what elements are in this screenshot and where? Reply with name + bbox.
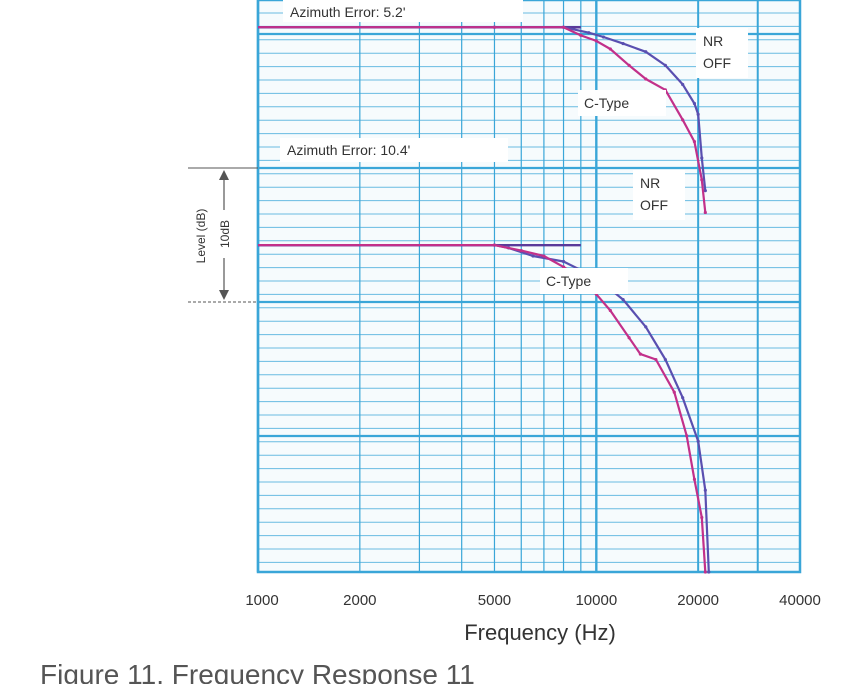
data-point: [685, 434, 689, 438]
y-scale-arrow-down: [219, 290, 229, 300]
series-line-group1-c-type: [258, 244, 707, 573]
data-point: [608, 47, 612, 51]
data-point: [663, 357, 667, 362]
annotation-bg-nr-off-top: [696, 28, 748, 78]
annotation-off-bottom-line2: OFF: [640, 197, 668, 213]
data-point: [703, 210, 707, 215]
data-point: [601, 35, 606, 39]
data-point: [644, 325, 648, 329]
annotation-ctype-bottom: C-Type: [546, 273, 591, 289]
data-point: [696, 439, 700, 443]
annotation-bg-ctype-bottom: [540, 268, 628, 294]
annotation-ctype-top: C-Type: [584, 95, 629, 111]
data-point: [681, 82, 685, 87]
data-point: [492, 25, 497, 29]
data-point: [663, 63, 667, 67]
x-tick-label: 10000: [575, 592, 617, 609]
data-point: [531, 254, 535, 258]
chart-series: [258, 25, 711, 574]
x-tick-label: 40000: [779, 592, 821, 609]
data-point: [621, 298, 625, 302]
data-point: [692, 101, 697, 106]
data-point: [587, 31, 591, 35]
plot-area-frame: [256, 0, 802, 574]
y-scale-label-bg: [215, 210, 233, 258]
data-point: [519, 248, 523, 253]
data-point: [561, 259, 566, 264]
data-point: [692, 140, 697, 144]
group-label-bg-top: [283, 0, 523, 22]
data-point: [654, 357, 658, 362]
annotation-bg-ctype-top: [578, 90, 666, 116]
data-point: [700, 178, 704, 182]
data-point: [561, 25, 566, 29]
x-tick-label: 5000: [478, 592, 511, 609]
data-point: [703, 488, 707, 492]
data-point: [561, 265, 566, 269]
y-axis-label: Level (dB): [194, 209, 208, 264]
group-label-azimuth-10-4: Azimuth Error: 10.4': [287, 142, 410, 158]
figure-caption: Figure 11. Frequency Response 11: [40, 659, 475, 684]
group-label-azimuth-5-2: Azimuth Error: 5.2': [290, 4, 406, 20]
y-scale-value: 10dB: [218, 220, 232, 248]
data-point: [579, 33, 583, 38]
data-point: [700, 156, 704, 160]
data-point: [681, 118, 685, 122]
data-point: [644, 50, 648, 54]
data-point: [692, 477, 697, 481]
data-point: [700, 515, 704, 520]
data-point: [627, 63, 631, 67]
data-point: [696, 112, 700, 116]
x-tick-label: 20000: [677, 592, 719, 609]
data-point: [542, 254, 546, 258]
data-point: [681, 396, 685, 400]
data-point: [594, 39, 598, 43]
data-point: [627, 336, 631, 340]
y-scale-indicator: Level (dB) 10dB: [188, 167, 258, 303]
data-point: [608, 308, 612, 313]
annotation-off-top-line2: OFF: [703, 55, 731, 71]
x-axis-label: Frequency (Hz): [464, 620, 616, 645]
data-point: [672, 390, 676, 394]
data-point: [703, 189, 707, 193]
data-point: [621, 41, 625, 46]
y-scale-arrow-up: [219, 170, 229, 180]
group-label-bg-bottom: [280, 138, 508, 162]
data-point: [644, 77, 648, 81]
x-tick-label: 1000: [245, 592, 278, 609]
data-point: [638, 352, 643, 356]
x-tick-label: 2000: [343, 592, 376, 609]
data-point: [492, 243, 497, 247]
annotation-nr-top-line1: NR: [703, 33, 723, 49]
annotation-bg-nr-off-bottom: [633, 170, 685, 220]
data-point: [707, 570, 711, 574]
x-axis-tick-labels: 1000 2000 5000 10000 20000 40000: [245, 592, 821, 609]
chart-grid: [256, 0, 802, 574]
annotation-nr-bottom-line1: NR: [640, 175, 660, 191]
data-point: [703, 570, 707, 574]
